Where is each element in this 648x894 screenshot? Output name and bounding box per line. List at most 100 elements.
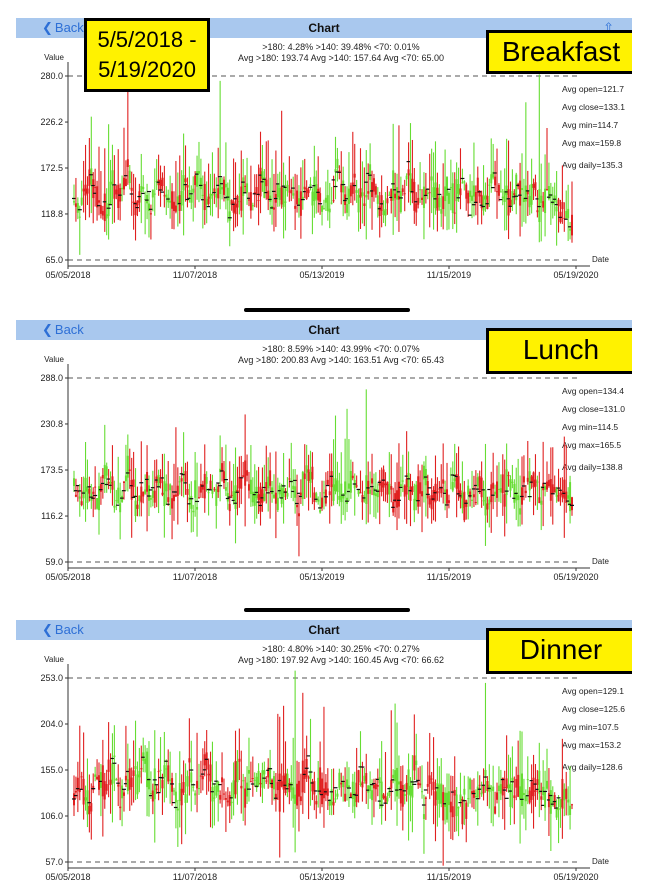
candle-body (380, 781, 383, 808)
candle-body (380, 482, 383, 493)
daily-avg-marker (160, 477, 165, 479)
daily-avg-marker (485, 203, 490, 205)
candle-body (134, 766, 137, 770)
candle-body (226, 800, 229, 803)
daily-avg-marker (283, 491, 288, 493)
candle-body (484, 490, 487, 516)
candle-body (163, 481, 166, 507)
candle-body (411, 178, 414, 194)
candle-body (209, 764, 212, 782)
candle-body (257, 770, 260, 785)
candle-body (497, 184, 500, 196)
candle-body (436, 783, 439, 800)
daily-avg-marker (75, 788, 80, 790)
candle-body (124, 475, 127, 482)
candle-body (565, 788, 568, 799)
candle-body (313, 176, 316, 202)
candle-body (155, 788, 158, 790)
candle-body (494, 491, 497, 495)
candle-body (146, 194, 149, 204)
candle-body (357, 770, 360, 783)
candle-body (444, 489, 447, 493)
candle-body (299, 796, 302, 802)
daily-avg-marker (514, 492, 519, 495)
candle-body (205, 198, 208, 205)
daily-avg-marker (314, 790, 319, 792)
candle-body (401, 480, 404, 482)
candle-body (394, 493, 397, 503)
back-button[interactable]: ❮ Back (42, 322, 84, 338)
candle-body (324, 782, 327, 795)
candle-body (201, 775, 204, 780)
candle-body (426, 192, 429, 195)
daily-avg-marker (302, 191, 307, 193)
daily-avg-marker (270, 207, 275, 209)
y-tick-label: 253.0 (40, 673, 63, 683)
daily-avg-marker (87, 802, 92, 804)
candle-body (205, 477, 208, 484)
daily-avg-marker (171, 802, 176, 804)
candle-body (255, 187, 258, 196)
candle-body (217, 188, 220, 199)
candle-body (267, 190, 270, 200)
daily-avg-marker (356, 488, 361, 491)
candle-body (501, 474, 504, 494)
candle-body (561, 202, 564, 210)
daily-avg-marker (154, 479, 159, 481)
candle-body (159, 179, 162, 190)
daily-avg-marker (398, 197, 403, 199)
daily-avg-marker (121, 788, 126, 790)
candle-body (382, 794, 385, 799)
back-button[interactable]: ❮ Back (42, 622, 84, 638)
daily-avg-marker (570, 504, 574, 506)
candle-body (197, 171, 200, 174)
candle-body (209, 480, 212, 490)
daily-avg-marker (439, 487, 444, 489)
candle-body (247, 484, 250, 491)
candle-body (490, 174, 493, 184)
candle-body (169, 484, 172, 491)
y-tick-label: 59.0 (45, 557, 63, 567)
candle-body (163, 765, 166, 778)
daily-avg-marker (318, 507, 323, 509)
candle-body (497, 785, 500, 791)
candle-body (228, 795, 231, 806)
x-tick-label: 05/13/2019 (299, 270, 344, 280)
candle-body (282, 187, 285, 207)
candle-body (376, 785, 379, 787)
candle-body (367, 191, 370, 194)
candle-body (294, 205, 297, 209)
candle-body (413, 755, 416, 771)
daily-avg-marker (564, 218, 569, 220)
candle-body (569, 805, 572, 815)
chevron-left-icon: ❮ (42, 622, 53, 637)
daily-avg-marker (146, 190, 151, 193)
candle-body (188, 758, 191, 763)
daily-avg-marker (304, 767, 309, 769)
daily-avg-marker (333, 185, 338, 188)
candle-body (403, 193, 406, 195)
candle-body (126, 779, 129, 792)
candle-body (230, 199, 233, 205)
candle-body (288, 191, 291, 193)
daily-avg-marker (96, 205, 101, 207)
candle-body (236, 761, 239, 783)
daily-avg-marker (504, 191, 509, 193)
candle-body (167, 197, 170, 203)
candles (72, 670, 573, 866)
candle-body (267, 476, 270, 489)
candle-body (501, 196, 504, 199)
daily-avg-marker (225, 196, 230, 198)
share-icon[interactable]: ⇧ (603, 20, 614, 35)
candle-body (397, 781, 400, 785)
daily-avg-marker (183, 184, 188, 186)
meal-label: Lunch (486, 328, 632, 374)
back-button[interactable]: ❮ Back (42, 20, 84, 36)
candle-body (309, 770, 312, 779)
candle-body (84, 184, 87, 196)
candle-body (265, 179, 268, 187)
daily-avg-marker (98, 489, 103, 491)
daily-avg-marker (471, 488, 476, 490)
candle-body (480, 792, 483, 795)
daily-avg-marker (258, 504, 263, 507)
